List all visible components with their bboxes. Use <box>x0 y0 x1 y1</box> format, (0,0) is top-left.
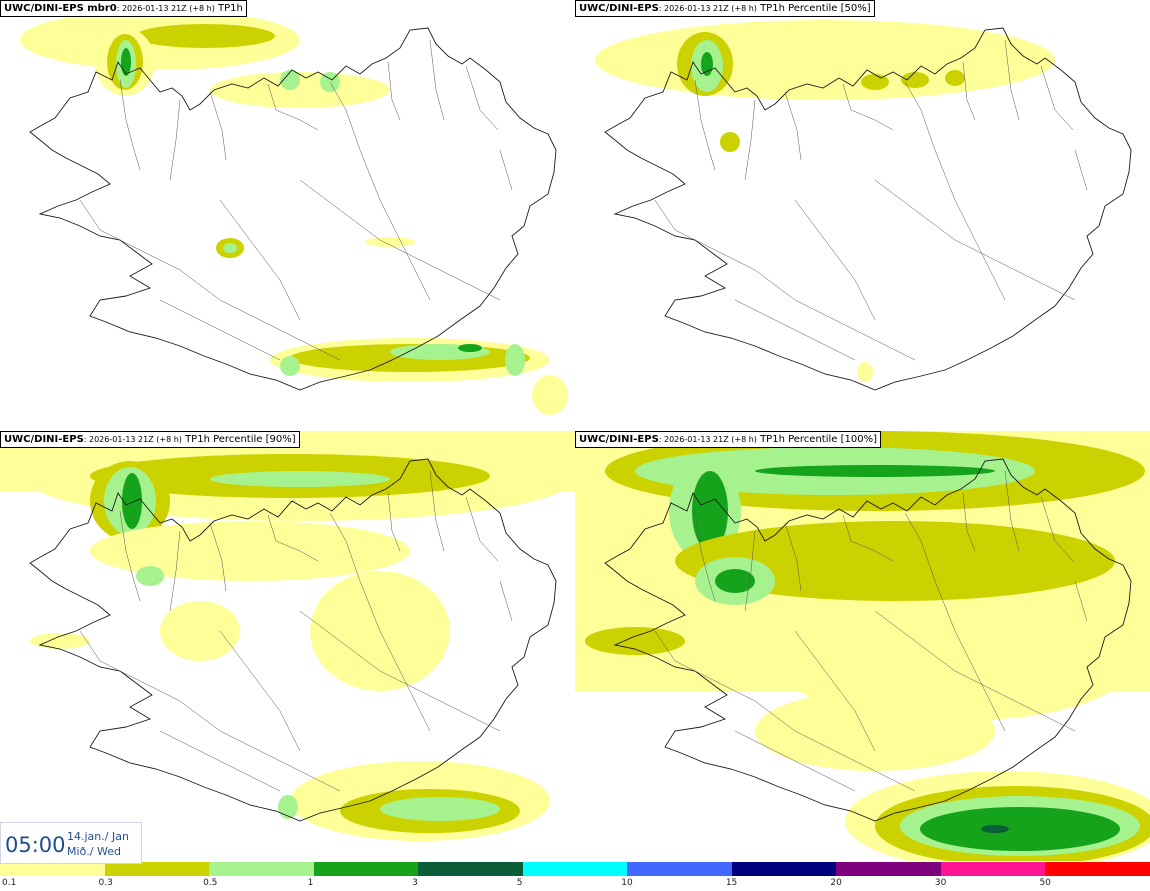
precip-area <box>755 691 995 771</box>
map-panel-p90: UWC/DINI-EPS: 2026-01-13 21Z (+8 h) TP1h… <box>0 431 575 861</box>
run-time: : 2026-01-13 21Z (+8 h) <box>658 4 757 13</box>
precip-area <box>720 132 740 152</box>
valid-hour: 05:00 <box>5 833 66 857</box>
precip-area <box>365 237 415 247</box>
color-scale-swatch <box>731 862 838 876</box>
precip-area <box>223 243 237 253</box>
precip-area <box>278 795 298 819</box>
precip-area <box>585 627 685 655</box>
color-scale-swatch <box>836 862 942 876</box>
valid-time-box: 05:00 14.jan./ Jan Mið./ Wed <box>0 822 142 864</box>
map-panel-p50: UWC/DINI-EPS: 2026-01-13 21Z (+8 h) TP1h… <box>575 0 1150 430</box>
color-scale-tick: 5 <box>516 878 523 888</box>
precip-area <box>122 473 142 529</box>
precip-area <box>121 48 131 76</box>
valid-date-line2: Mið./ Wed <box>67 845 121 858</box>
color-scale-swatch <box>313 862 420 876</box>
run-time: : 2026-01-13 21Z (+8 h) <box>83 435 182 444</box>
color-scale-tick: 3 <box>412 878 418 888</box>
precip-area <box>532 375 568 415</box>
precip-area <box>715 569 755 593</box>
valid-date-line1: 14.jan./ Jan <box>67 830 129 843</box>
color-scale-tick: 1 <box>307 878 314 888</box>
panel-label: UWC/DINI-EPS: 2026-01-13 21Z (+8 h) TP1h… <box>575 431 881 448</box>
precip-area <box>30 633 90 649</box>
color-scale-tick: 0.5 <box>203 878 218 888</box>
precip-area <box>160 601 240 661</box>
color-scale-swatch <box>0 862 106 876</box>
color-scale-tick: 0.3 <box>98 878 113 888</box>
run-time: : 2026-01-13 21Z (+8 h) <box>658 435 757 444</box>
color-scale-swatch <box>1045 862 1150 876</box>
color-scale-tick: 20 <box>830 878 842 888</box>
precip-area <box>920 807 1120 851</box>
precip-map-p50 <box>595 20 1132 391</box>
color-scale-tick: 50 <box>1039 878 1051 888</box>
color-scale-swatch <box>104 862 211 876</box>
panel-label: UWC/DINI-EPS: 2026-01-13 21Z (+8 h) TP1h… <box>0 431 300 448</box>
map-panel-p100: UWC/DINI-EPS: 2026-01-13 21Z (+8 h) TP1h… <box>575 431 1150 861</box>
precip-area <box>136 566 164 586</box>
panel-label: UWC/DINI-EPS: 2026-01-13 21Z (+8 h) TP1h… <box>575 0 875 17</box>
precip-area <box>90 521 410 581</box>
field-name: TP1h <box>214 3 243 14</box>
model-name: UWC/DINI-EPS <box>579 3 659 14</box>
color-scale: 0.1 0.3 0.5 1 3 5 10 15 20 30 50 <box>0 862 1150 891</box>
precip-area <box>210 471 390 487</box>
precip-area <box>675 521 1115 601</box>
model-name: UWC/DINI-EPS mbr0 <box>4 3 117 14</box>
color-scale-tick: 30 <box>934 878 947 888</box>
precip-area <box>945 70 965 86</box>
color-scale-swatch <box>940 862 1047 876</box>
precip-area <box>901 72 929 88</box>
color-scale-swatch <box>522 862 629 876</box>
field-name: TP1h Percentile [50%] <box>756 3 871 14</box>
map-panel-mbr0: UWC/DINI-EPS mbr0: 2026-01-13 21Z (+8 h)… <box>0 0 575 430</box>
precip-area <box>280 70 300 90</box>
precip-area <box>755 465 995 477</box>
precip-area <box>505 344 525 376</box>
color-scale-swatch <box>418 862 524 876</box>
precip-area <box>692 471 728 551</box>
precip-map-mbr0 <box>20 10 568 415</box>
precip-area <box>595 20 1055 100</box>
color-scale-tick: 0.1 <box>2 878 17 888</box>
precip-map-p90 <box>0 431 575 841</box>
color-scale-tick: 15 <box>725 878 738 888</box>
field-name: TP1h Percentile [100%] <box>756 434 877 445</box>
field-name: TP1h Percentile [90%] <box>181 434 296 445</box>
model-name: UWC/DINI-EPS <box>4 434 84 445</box>
color-scale-swatch <box>627 862 733 876</box>
precip-area <box>701 52 713 76</box>
precip-area <box>857 362 873 382</box>
precip-area <box>981 825 1009 833</box>
panel-label: UWC/DINI-EPS mbr0: 2026-01-13 21Z (+8 h)… <box>0 0 247 17</box>
precip-area <box>380 797 500 821</box>
precip-area <box>458 344 482 352</box>
valid-date: 14.jan./ Jan Mið./ Wed <box>67 829 129 859</box>
color-scale-tick: 10 <box>621 878 633 888</box>
precip-area <box>210 72 390 108</box>
precip-map-p100 <box>575 431 1150 861</box>
run-time: : 2026-01-13 21Z (+8 h) <box>116 4 215 13</box>
model-name: UWC/DINI-EPS <box>579 434 659 445</box>
precip-area <box>280 356 300 376</box>
precip-area <box>135 24 275 48</box>
color-scale-swatch <box>209 862 315 876</box>
